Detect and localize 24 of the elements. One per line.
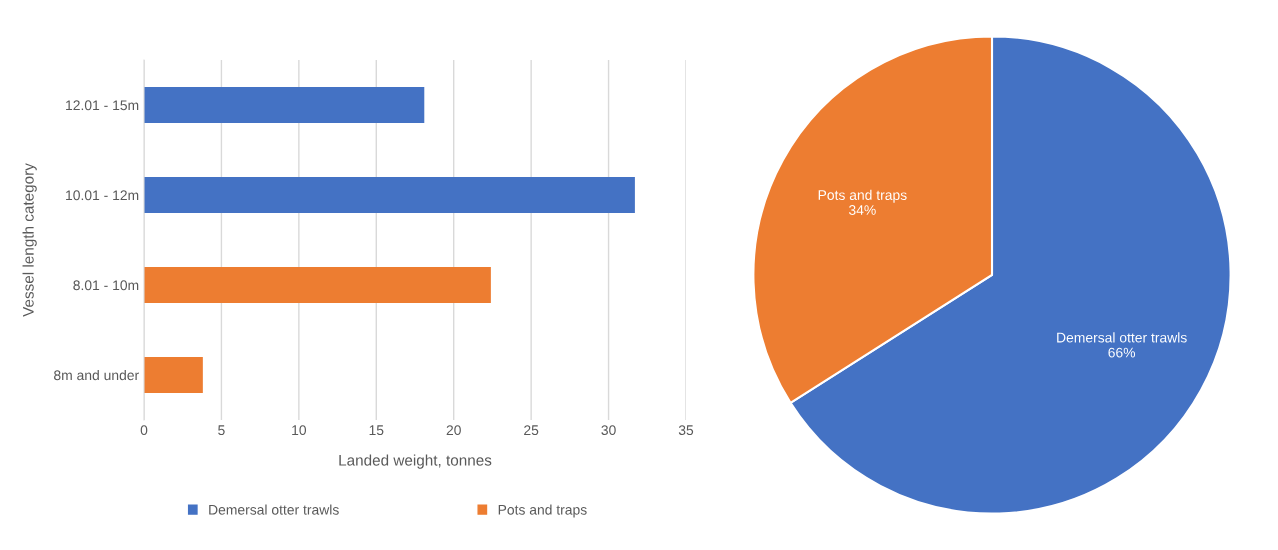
bar bbox=[144, 177, 635, 213]
bar bbox=[144, 357, 203, 393]
data-label: 66% bbox=[1108, 347, 1136, 358]
x-tick-label: 5 bbox=[218, 425, 225, 436]
x-tick-label: 35 bbox=[678, 425, 694, 436]
x-axis-title: Landed weight, tonnes bbox=[339, 454, 492, 469]
y-tick-label: 10.01 - 12m bbox=[66, 190, 139, 201]
bar bbox=[144, 87, 425, 123]
legend-label: Pots and traps bbox=[498, 504, 587, 518]
y-axis-title: Vessel length category bbox=[22, 163, 37, 317]
slice-label: Demersal otter trawls bbox=[1057, 332, 1187, 343]
x-tick-label: 25 bbox=[524, 425, 539, 436]
x-tick-label: 10 bbox=[292, 425, 307, 436]
x-tick-label: 20 bbox=[446, 425, 461, 436]
bar bbox=[144, 267, 491, 303]
y-tick-label: 12.01 - 15m bbox=[66, 100, 139, 111]
data-label: 34% bbox=[848, 205, 876, 215]
y-tick-label: 8.01 - 10m bbox=[73, 280, 139, 291]
x-tick-label: 15 bbox=[369, 425, 384, 436]
slice-label: Pots and traps bbox=[818, 189, 907, 203]
x-tick-label: 0 bbox=[140, 425, 148, 436]
y-tick-label: 8m and under bbox=[54, 369, 139, 381]
x-tick-label: 30 bbox=[601, 425, 616, 436]
legend-label: Demersal otter trawls bbox=[209, 504, 339, 515]
